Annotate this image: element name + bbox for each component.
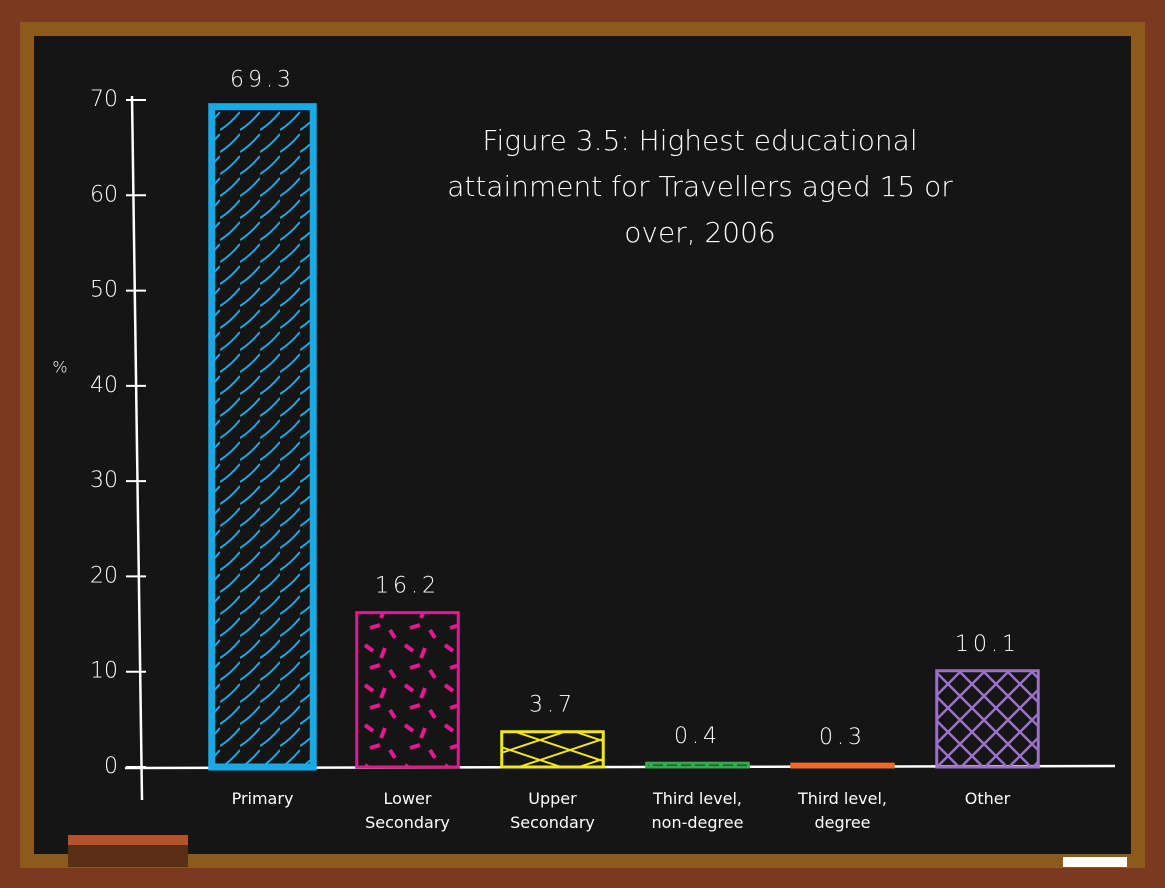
y-tick-label: 30 xyxy=(90,468,118,493)
y-tick-label: 60 xyxy=(90,182,118,207)
x-tick-label: Third level, degree xyxy=(797,789,888,832)
value-label: 3.7 xyxy=(529,693,576,718)
value-label: 0.4 xyxy=(674,724,721,749)
value-label: 69.3 xyxy=(230,68,295,93)
y-axis xyxy=(130,95,144,801)
bar xyxy=(355,611,460,769)
value-label: 16.2 xyxy=(375,574,440,599)
eraser-top xyxy=(68,835,188,845)
chalk xyxy=(1063,857,1127,867)
value-label: 10.1 xyxy=(955,632,1020,657)
value-label: 0.3 xyxy=(819,725,866,750)
bar xyxy=(790,762,895,769)
x-tick-label: Primary xyxy=(231,789,294,808)
x-tick-label: Other xyxy=(964,789,1011,808)
y-tick-label: 70 xyxy=(90,87,118,112)
x-tick-label: Upper Secondary xyxy=(510,789,595,832)
bar xyxy=(500,730,605,769)
y-tick-label: 40 xyxy=(90,373,118,398)
y-tick-label: 20 xyxy=(90,563,118,588)
x-tick-label: Lower Secondary xyxy=(365,789,450,832)
board xyxy=(20,22,1145,868)
y-tick-label: 50 xyxy=(90,278,118,303)
eraser xyxy=(68,845,188,867)
bar xyxy=(935,669,1040,769)
chart-title: Figure 3.5: Highest educational attainme… xyxy=(447,124,953,249)
bar xyxy=(645,761,750,769)
y-tick-label: 0 xyxy=(104,754,118,779)
bar xyxy=(208,103,317,771)
y-tick-label: 10 xyxy=(90,659,118,684)
y-axis-label: % xyxy=(52,358,67,377)
x-tick-label: Third level, non-degree xyxy=(651,789,744,832)
